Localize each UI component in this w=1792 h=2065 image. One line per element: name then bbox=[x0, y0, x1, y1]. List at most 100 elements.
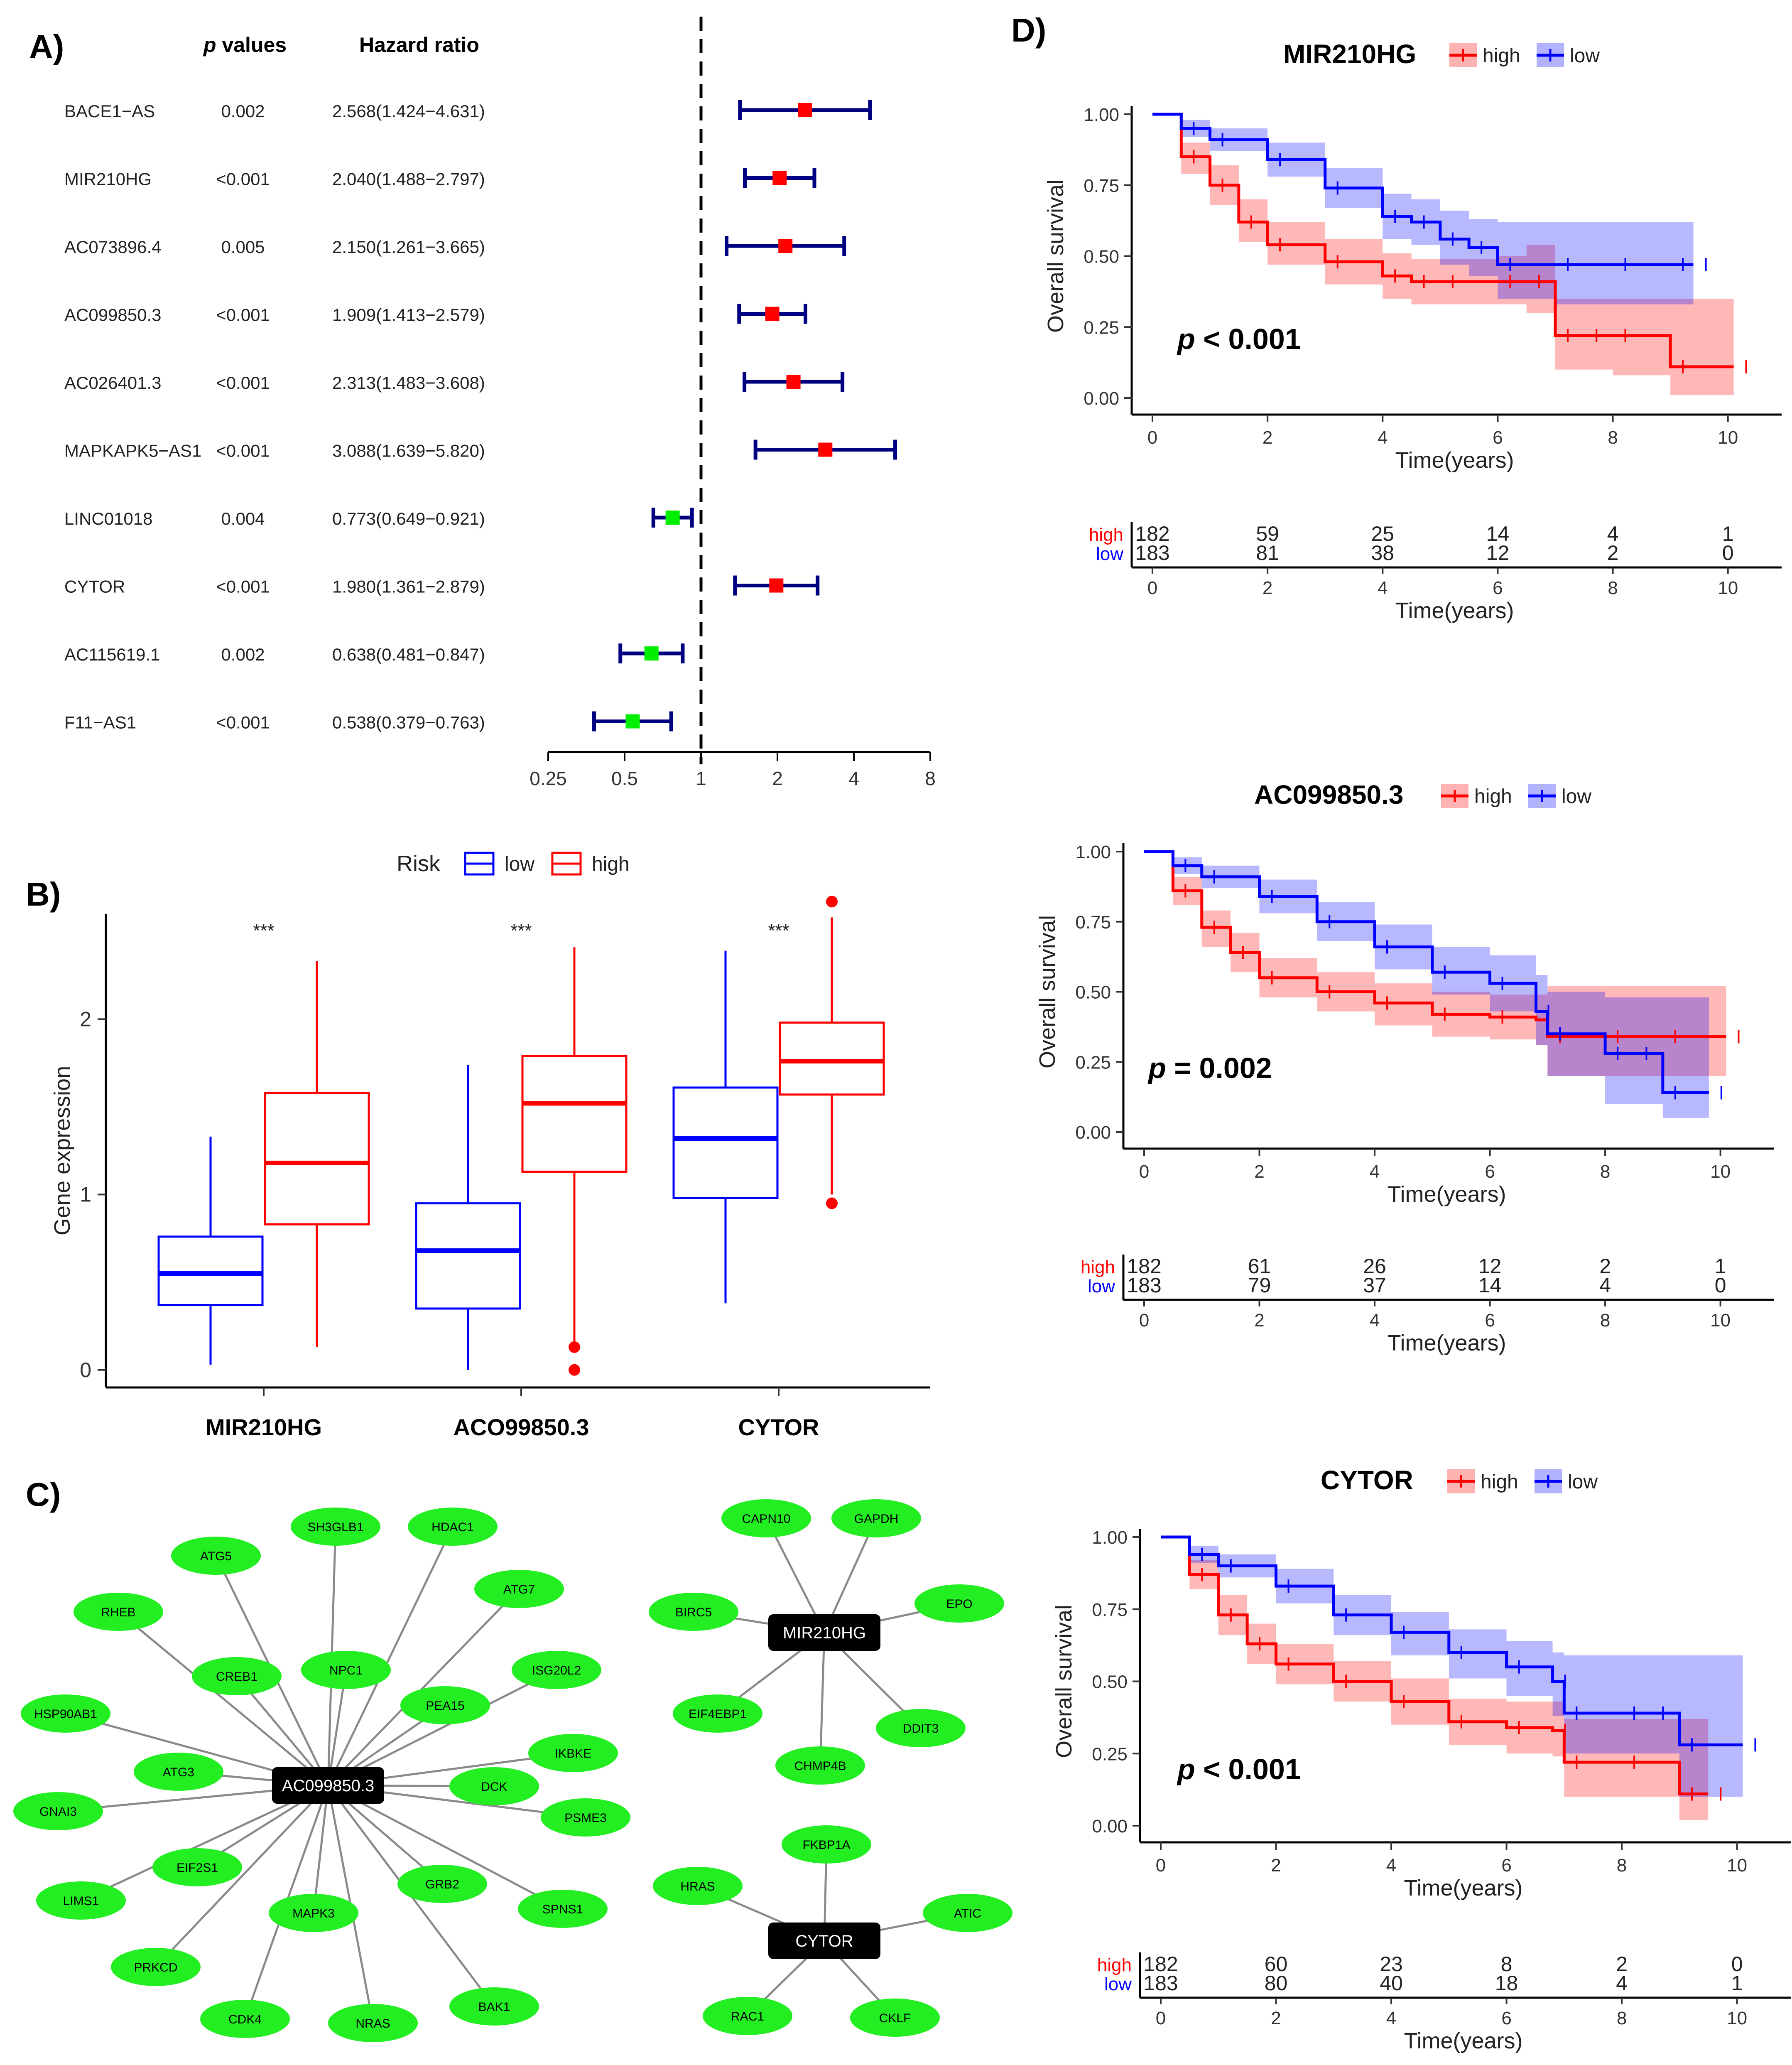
risk-table-count-high: 2 bbox=[1616, 1952, 1628, 1976]
forest-hr-point bbox=[778, 239, 793, 253]
boxplot-y-tick-label: 2 bbox=[80, 1007, 91, 1031]
network-target-node bbox=[152, 1848, 242, 1886]
km-x-label: Time(years) bbox=[1404, 1876, 1522, 1900]
risk-table-count-low: 37 bbox=[1363, 1274, 1386, 1297]
boxplot-chart: Risk low high 0 1 2 Gene expression MIR210HG ***… bbox=[50, 851, 930, 1440]
risk-table-x-tick-label: 0 bbox=[1156, 2008, 1166, 2028]
risk-table-x-tick-label: 10 bbox=[1710, 1310, 1731, 1331]
km-y-tick-label: 0.75 bbox=[1092, 1600, 1128, 1620]
box-high bbox=[779, 1021, 885, 1096]
network-target-node bbox=[782, 1825, 871, 1864]
forest-x-tick-label: 0.5 bbox=[611, 768, 638, 789]
network-target-node bbox=[397, 1865, 487, 1903]
km-legend-label-low: low bbox=[1568, 1471, 1598, 1493]
interaction-network: SH3GLB1 HDAC1 ATG5 ATG7 RHEB CREB1 NPC1 ISG20L2… bbox=[13, 1499, 1012, 2042]
risk-table-count-low: 14 bbox=[1478, 1274, 1502, 1297]
km-x-tick-label: 4 bbox=[1386, 1855, 1396, 1876]
km-x-tick-label: 6 bbox=[1493, 427, 1503, 448]
network-target-label: PEA15 bbox=[426, 1699, 464, 1713]
forest-x-tick-label: 0.25 bbox=[530, 768, 567, 789]
forest-gene-label: MAPKAPK5−AS1 bbox=[64, 441, 201, 461]
risk-table-x-tick-label: 2 bbox=[1254, 1310, 1264, 1331]
risk-table-x-tick-label: 8 bbox=[1608, 578, 1618, 598]
network-edge bbox=[327, 1784, 564, 1910]
network-target-label: DCK bbox=[481, 1780, 507, 1794]
risk-table-count-low: 0 bbox=[1722, 541, 1734, 565]
network-target-label: GRB2 bbox=[425, 1878, 459, 1891]
network-edge bbox=[327, 1669, 557, 1787]
km-x-tick-label: 2 bbox=[1271, 1855, 1281, 1876]
network-target-label: BIRC5 bbox=[675, 1606, 712, 1619]
km-y-tick-label: 0.25 bbox=[1092, 1744, 1128, 1764]
risk-table-x-tick-label: 2 bbox=[1271, 2008, 1281, 2028]
forest-hr-text: 1.980(1.361−2.879) bbox=[332, 577, 485, 597]
forest-hr-text: 2.150(1.261−3.665) bbox=[332, 237, 485, 257]
km-x-tick-label: 8 bbox=[1608, 427, 1618, 448]
network-target-label: RAC1 bbox=[731, 2010, 764, 2023]
km-y-tick-label: 0.00 bbox=[1084, 388, 1119, 409]
km-x-tick-label: 2 bbox=[1262, 427, 1272, 448]
forest-hr-point bbox=[772, 171, 787, 185]
km-x-tick-label: 0 bbox=[1156, 1855, 1166, 1876]
risk-table-x-tick-label: 6 bbox=[1501, 2008, 1511, 2028]
km-x-tick-label: 6 bbox=[1501, 1855, 1511, 1876]
km-y-tick-label: 0.50 bbox=[1084, 247, 1119, 267]
km-ci-band-low bbox=[1161, 1537, 1743, 1797]
network-target-node bbox=[653, 1867, 743, 1905]
km-ci-band-low bbox=[1152, 114, 1694, 304]
network-target-label: BAK1 bbox=[478, 2000, 510, 2014]
network-target-node bbox=[171, 1537, 261, 1575]
box-low bbox=[672, 1086, 779, 1199]
network-target-node bbox=[703, 1997, 792, 2035]
network-target-label: IKBKE bbox=[555, 1747, 591, 1761]
network-target-node bbox=[36, 1881, 126, 1920]
risk-table-count-high: 8 bbox=[1501, 1952, 1513, 1976]
risk-table-x-tick-label: 2 bbox=[1262, 578, 1272, 598]
risk-table-count-high: 14 bbox=[1486, 522, 1510, 545]
km-x-tick-label: 0 bbox=[1139, 1161, 1149, 1182]
network-target-label: GAPDH bbox=[854, 1512, 899, 1526]
km-x-tick-label: 10 bbox=[1727, 1855, 1747, 1876]
forest-gene-label: AC026401.3 bbox=[64, 373, 162, 393]
km-y-tick-label: 0.25 bbox=[1075, 1052, 1111, 1073]
forest-plot: BACE1−AS 0.002 2.568(1.424−4.631) MIR210HG <… bbox=[64, 17, 936, 789]
risk-table-count-low: 4 bbox=[1599, 1274, 1611, 1297]
network-edge bbox=[823, 1517, 878, 1633]
network-hub-node bbox=[768, 1923, 880, 1959]
km-x-label: Time(years) bbox=[1387, 1182, 1506, 1207]
risk-table-count-high: 61 bbox=[1248, 1255, 1271, 1278]
panel-b-label: B) bbox=[26, 876, 61, 913]
forest-hr-point bbox=[765, 307, 780, 321]
panel-a-label: A) bbox=[29, 28, 64, 65]
km-curve-low bbox=[1144, 850, 1709, 1094]
network-target-node bbox=[74, 1593, 163, 1631]
risk-table-count-low: 2 bbox=[1607, 541, 1619, 565]
network-target-node bbox=[775, 1746, 865, 1785]
km-legend-label-low: low bbox=[1562, 786, 1591, 808]
km-y-label: Overall survival bbox=[1035, 915, 1060, 1068]
box-outlier-high bbox=[826, 896, 838, 908]
risk-table-x-tick-label: 10 bbox=[1727, 2008, 1747, 2028]
network-target-label: LIMS1 bbox=[63, 1894, 99, 1908]
boxplot-category-label: CYTOR bbox=[738, 1414, 819, 1440]
boxplot-legend-label-low: low bbox=[505, 853, 534, 875]
km-x-label: Time(years) bbox=[1395, 448, 1514, 473]
forest-hr-point bbox=[644, 646, 659, 661]
forest-p-value: 0.002 bbox=[221, 645, 265, 664]
km-y-tick-label: 0.50 bbox=[1092, 1672, 1128, 1692]
network-target-node bbox=[474, 1570, 564, 1608]
forest-p-value: 0.002 bbox=[221, 101, 265, 121]
network-hub-label: MIR210HG bbox=[783, 1624, 866, 1642]
forest-p-value: <0.001 bbox=[216, 577, 270, 597]
network-target-node bbox=[328, 2004, 418, 2042]
network-target-node bbox=[449, 1767, 539, 1805]
risk-table-count-low: 0 bbox=[1715, 1274, 1726, 1297]
risk-table-count-high: 26 bbox=[1363, 1255, 1386, 1278]
forest-gene-label: AC115619.1 bbox=[64, 645, 160, 664]
forest-gene-label: F11−AS1 bbox=[64, 713, 136, 732]
risk-table-count-low: 183 bbox=[1143, 1972, 1178, 1995]
forest-hr-text: 0.773(0.649−0.921) bbox=[332, 509, 485, 528]
risk-table-label-low: low bbox=[1104, 1974, 1132, 1994]
